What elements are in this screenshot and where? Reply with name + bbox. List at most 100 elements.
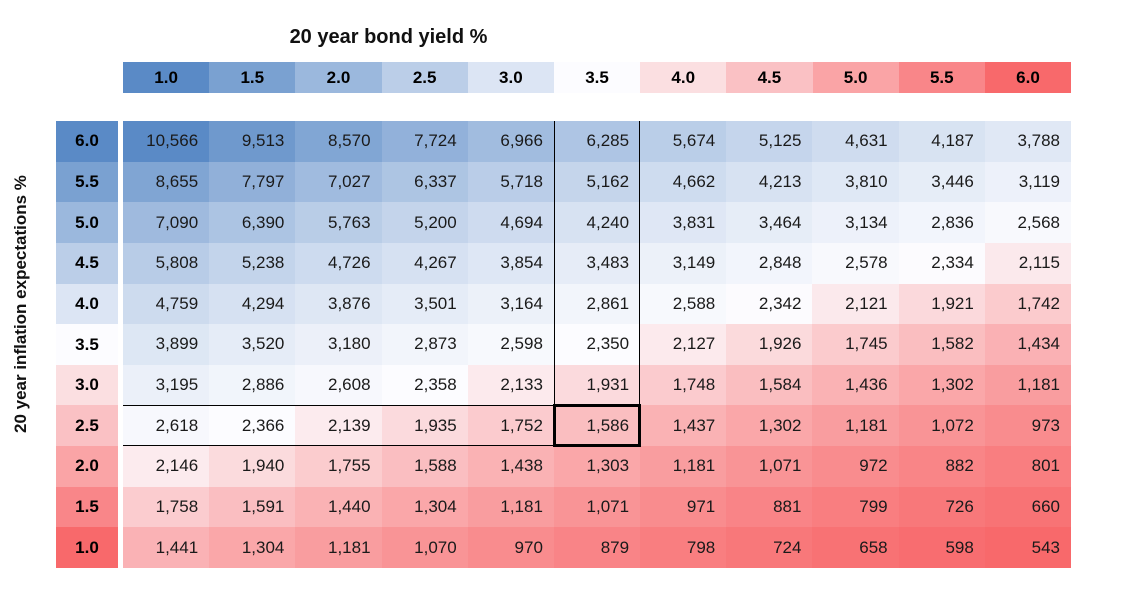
heatmap-cell: 2,127: [640, 324, 727, 365]
heatmap-cell: 658: [812, 527, 899, 568]
heatmap-cell: 3,831: [640, 202, 727, 243]
heatmap-cell: 2,139: [295, 405, 382, 447]
heatmap-cell: 3,854: [467, 242, 554, 284]
heatmap-cell: 801: [984, 446, 1071, 487]
heatmap-cell: 1,181: [467, 486, 554, 528]
row-header-cell: 3.5: [56, 324, 118, 365]
row-header-cell: 2.0: [56, 446, 118, 487]
heatmap-cell: 3,788: [984, 121, 1071, 162]
heatmap-cell: 1,302: [898, 364, 985, 406]
heatmap-cell: 10,566: [123, 121, 210, 162]
heatmap-cell: 3,119: [984, 161, 1071, 203]
heatmap-cell: 3,501: [381, 283, 468, 325]
heatmap-cell: 8,655: [123, 161, 210, 203]
column-header-cell: 3.5: [553, 62, 641, 93]
heatmap-cell: 7,027: [295, 161, 382, 203]
heatmap-cell: 2,366: [209, 405, 296, 447]
heatmap-cell: 5,200: [381, 202, 468, 243]
heatmap-cell: 7,090: [123, 202, 210, 243]
heatmap-cell: 4,694: [467, 202, 554, 243]
heatmap-cell: 972: [812, 446, 899, 487]
heatmap-cell: 2,334: [898, 242, 985, 284]
heatmap-cell: 1,436: [812, 364, 899, 406]
heatmap-cell: 8,570: [295, 121, 382, 162]
heatmap-cell: 2,848: [726, 242, 813, 284]
heatmap-cell: 4,187: [898, 121, 985, 162]
heatmap-cell: 5,162: [553, 161, 641, 203]
heatmap-cell: 4,213: [726, 161, 813, 203]
row-header-cell: 1.5: [56, 486, 118, 528]
heatmap-cell: 2,608: [295, 364, 382, 406]
heatmap-cell: 3,810: [812, 161, 899, 203]
heatmap-cell: 1,441: [123, 527, 210, 568]
heatmap-cell: 5,718: [467, 161, 554, 203]
heatmap-cell: 2,358: [381, 364, 468, 406]
heatmap-cell: 2,598: [467, 324, 554, 365]
heatmap-cell: 4,662: [640, 161, 727, 203]
heatmap-cell: 5,674: [640, 121, 727, 162]
heatmap-cell: 6,337: [381, 161, 468, 203]
column-header-cell: 2.0: [295, 62, 382, 93]
heatmap-cell: 5,808: [123, 242, 210, 284]
heatmap-cell: 543: [984, 527, 1071, 568]
heatmap-cell: 1,926: [726, 324, 813, 365]
heatmap-cell: 3,195: [123, 364, 210, 406]
heatmap-cell: 2,618: [123, 405, 210, 447]
heatmap-cell: 1,591: [209, 486, 296, 528]
heatmap-cell: 1,070: [381, 527, 468, 568]
row-headers: 6.0 5.5 5.0 4.5 4.0 3.5 3.0 2.5 2.0 1.5 1.0: [56, 121, 118, 569]
heatmap-cell: 1,742: [984, 283, 1071, 325]
row-header-cell: 5.0: [56, 202, 118, 243]
heatmap-cell: 1,748: [640, 364, 727, 406]
heatmap-cell: 1,303: [553, 446, 641, 487]
heatmap-cell: 1,755: [295, 446, 382, 487]
heatmap-cell: 2,342: [726, 283, 813, 325]
heatmap-cell: 2,146: [123, 446, 210, 487]
heatmap-cell: 3,180: [295, 324, 382, 365]
column-header-cell: 1.5: [209, 62, 296, 93]
column-header-cell: 3.0: [467, 62, 554, 93]
heatmap-grid: 10,566 9,513 8,570 7,724 6,966 6,285 5,674 5,12…: [123, 121, 1071, 568]
heatmap-cell: 4,759: [123, 283, 210, 325]
row-header-cell: 4.5: [56, 242, 118, 284]
row-header-cell: 5.5: [56, 161, 118, 203]
x-axis-title: 20 year bond yield %: [289, 26, 488, 48]
y-axis-title: 20 year inflation expectations %: [11, 175, 30, 433]
heatmap-cell: 3,134: [812, 202, 899, 243]
heatmap-cell: 1,072: [898, 405, 985, 447]
heatmap-cell: 1,434: [984, 324, 1071, 365]
row-header-cell: 3.0: [56, 364, 118, 406]
heatmap-cell: 882: [898, 446, 985, 487]
heatmap-cell: 4,294: [209, 283, 296, 325]
heatmap-cell: 3,899: [123, 324, 210, 365]
heatmap-cell: 881: [726, 486, 813, 528]
heatmap-cell: 973: [984, 405, 1071, 447]
heatmap-cell: 1,921: [898, 283, 985, 325]
heatmap-cell: 1,071: [726, 446, 813, 487]
heatmap-cell: 598: [898, 527, 985, 568]
heatmap-cell: 798: [640, 527, 727, 568]
heatmap-cell: 6,285: [553, 121, 641, 162]
heatmap-cell: 4,631: [812, 121, 899, 162]
heatmap-cell: 1,931: [553, 364, 641, 406]
heatmap-cell: 4,240: [553, 202, 641, 243]
heatmap-cell: 6,966: [467, 121, 554, 162]
heatmap-cell: 2,836: [898, 202, 985, 243]
heatmap-cell: 724: [726, 527, 813, 568]
heatmap-cell: 2,873: [381, 324, 468, 365]
heatmap-cell: 726: [898, 486, 985, 528]
heatmap-cell: 3,149: [640, 242, 727, 284]
heatmap-cell: 3,483: [553, 242, 641, 284]
heatmap-cell: 3,164: [467, 283, 554, 325]
heatmap-cell: 5,238: [209, 242, 296, 284]
heatmap-cell: 1,438: [467, 446, 554, 487]
heatmap-cell: 4,267: [381, 242, 468, 284]
heatmap-cell: 1,071: [553, 486, 641, 528]
column-header-cell: 4.0: [640, 62, 727, 93]
heatmap-cell: 1,935: [381, 405, 468, 447]
heatmap-cell: 1,181: [984, 364, 1071, 406]
heatmap-cell: 1,758: [123, 486, 210, 528]
row-header-cell: 6.0: [56, 121, 118, 162]
heatmap-cell: 970: [467, 527, 554, 568]
